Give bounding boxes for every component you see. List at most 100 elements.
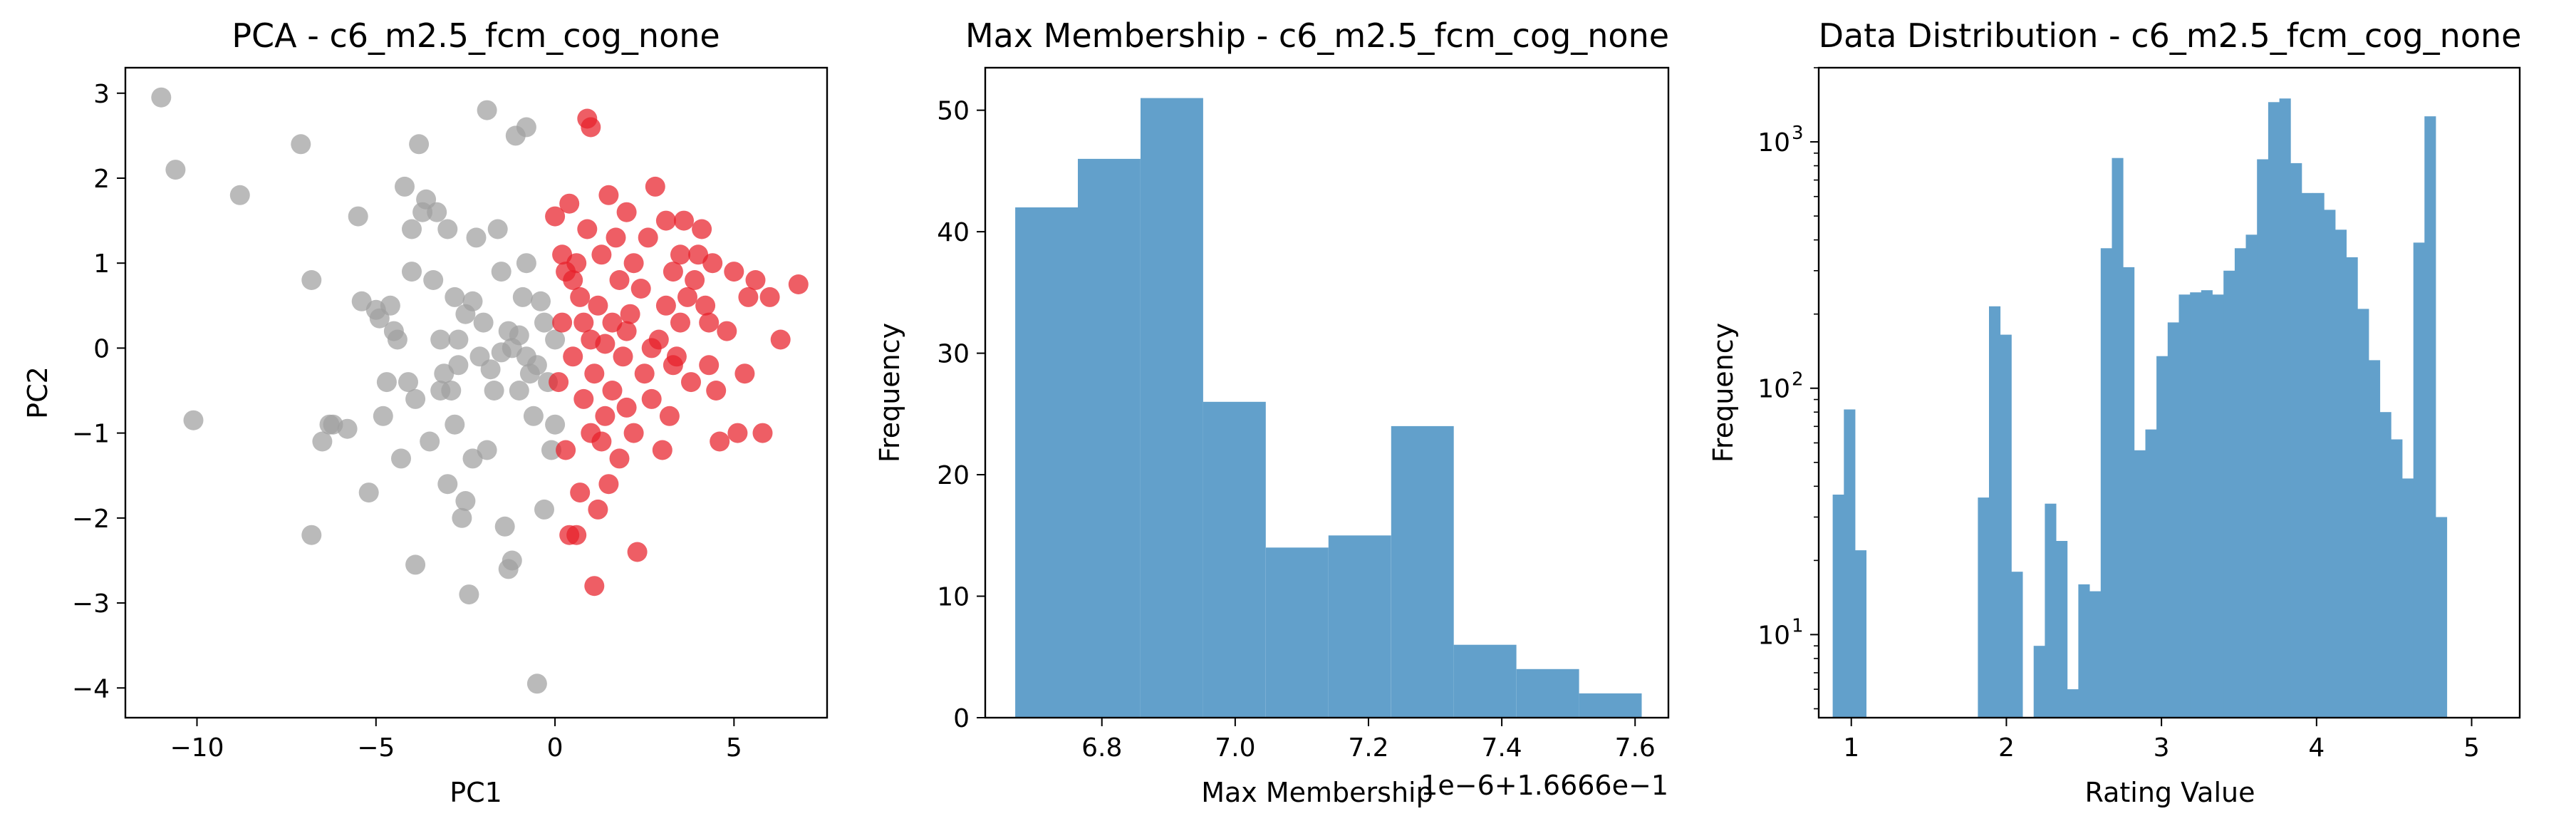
scatter-point: [602, 381, 623, 401]
histogram-bar: [1978, 497, 1990, 718]
histogram-bar: [2089, 591, 2102, 718]
membership-y-axis-label: Frequency: [874, 323, 905, 463]
scatter-point: [487, 219, 508, 239]
histogram-bar: [2123, 267, 2135, 718]
histogram-bar: [2100, 248, 2112, 718]
scatter-point: [577, 219, 598, 239]
scatter-point: [556, 440, 576, 460]
scatter-point: [552, 312, 573, 333]
scatter-point: [502, 550, 522, 571]
histogram-bar: [2156, 356, 2169, 718]
scatter-point: [581, 117, 601, 138]
histogram-bar: [2011, 572, 2023, 718]
scatter-point: [430, 329, 451, 350]
scatter-point: [448, 329, 469, 350]
scatter-point: [670, 244, 690, 265]
scatter-point: [509, 325, 529, 346]
scatter-point: [455, 491, 476, 511]
scatter-point: [584, 576, 605, 597]
scatter-point: [727, 423, 748, 443]
scatter-point: [531, 291, 551, 311]
histogram-bar: [2178, 294, 2191, 718]
scatter-point: [734, 363, 755, 384]
x-tick-label: −10: [170, 733, 224, 763]
y-tick-label: −1: [72, 420, 110, 449]
scatter-point: [591, 431, 612, 452]
rating-histogram-panel: Data Distribution - c6_m2.5_fcm_cog_none…: [1708, 16, 2521, 808]
histogram-bar: [2334, 229, 2347, 718]
histogram-bar: [2257, 159, 2269, 718]
membership-chart-title: Max Membership - c6_m2.5_fcm_cog_none: [965, 16, 1669, 55]
scatter-point: [165, 160, 186, 180]
pca-x-axis-label: PC1: [450, 777, 502, 808]
scatter-point: [523, 406, 544, 426]
scatter-point: [770, 329, 791, 350]
scatter-point: [452, 507, 472, 528]
scatter-point: [348, 206, 368, 227]
scatter-point: [337, 418, 358, 439]
y-tick-label: 0: [93, 334, 110, 363]
scatter-point: [398, 372, 418, 393]
scatter-point: [183, 410, 204, 430]
scatter-point: [563, 346, 583, 367]
histogram-bar: [1844, 409, 1856, 718]
x-tick-label: 1: [1843, 733, 1859, 763]
histogram-bar: [2245, 234, 2258, 718]
histogram-bar: [2212, 294, 2224, 718]
histogram-bar: [2436, 517, 2448, 718]
y-tick-label: −2: [72, 505, 110, 534]
histogram-bar: [2145, 429, 2157, 718]
scatter-point: [699, 355, 720, 376]
histogram-bar: [2056, 541, 2068, 718]
scatter-point: [588, 499, 608, 520]
scatter-point: [634, 363, 655, 384]
histogram-bar: [2301, 192, 2313, 718]
scatter-point: [566, 525, 587, 545]
histogram-bar: [2279, 98, 2291, 718]
scatter-point: [724, 262, 744, 282]
rating-chart-title: Data Distribution - c6_m2.5_fcm_cog_none: [1819, 16, 2522, 55]
scatter-point: [627, 542, 648, 562]
scatter-point: [477, 100, 497, 120]
histogram-bar: [1078, 158, 1141, 718]
scatter-point: [706, 381, 727, 401]
histogram-bar: [2223, 270, 2235, 718]
scatter-point: [630, 279, 651, 299]
scatter-point: [695, 295, 716, 316]
scatter-point: [423, 270, 444, 290]
x-tick-label: 7.6: [1615, 733, 1656, 763]
scatter-point: [570, 482, 591, 503]
scatter-point: [151, 87, 172, 108]
histogram-bar: [2402, 478, 2414, 718]
membership-plot-frame: [984, 66, 1670, 719]
scatter-point: [549, 372, 569, 393]
histogram-bar: [2379, 412, 2391, 718]
scatter-point: [570, 287, 591, 307]
scatter-point: [616, 321, 637, 341]
y-tick-label: 50: [937, 97, 970, 126]
y-tick-label: −3: [72, 589, 110, 619]
scatter-point: [437, 219, 458, 239]
membership-marks: [1015, 98, 1642, 718]
histogram-bar: [2078, 584, 2090, 718]
scatter-point: [545, 206, 566, 227]
y-tick-label: −4: [72, 674, 110, 703]
scatter-point: [759, 287, 780, 307]
x-tick-label: 7.0: [1215, 733, 1255, 763]
scatter-point: [699, 312, 720, 333]
histogram-bar: [1328, 535, 1391, 718]
histogram-bar: [1989, 306, 2001, 718]
scatter-point: [391, 448, 411, 469]
scatter-point: [623, 423, 644, 443]
scatter-point: [616, 397, 637, 418]
scatter-point: [445, 287, 465, 307]
scatter-point: [738, 287, 759, 307]
scatter-point: [717, 321, 737, 341]
scatter-point: [559, 193, 580, 214]
histogram-bar: [1015, 207, 1078, 718]
y-tick-label: 10: [937, 583, 970, 612]
scatter-point: [788, 274, 809, 294]
histogram-bar: [1141, 98, 1203, 718]
rating-plot-frame: [1817, 66, 2521, 719]
